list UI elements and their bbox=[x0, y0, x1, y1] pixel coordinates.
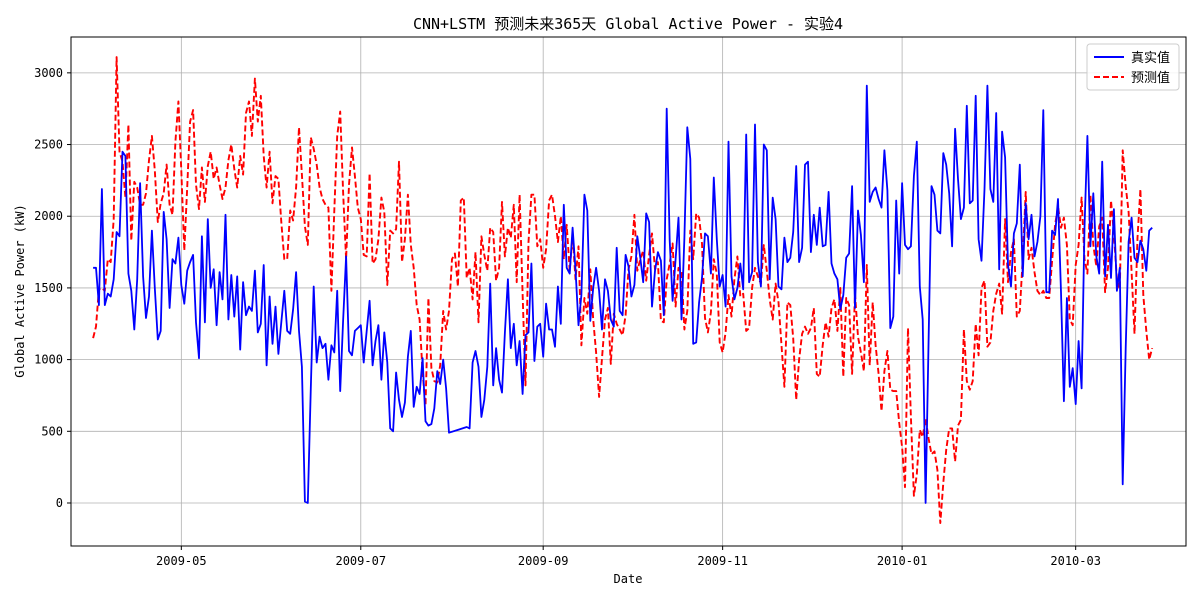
x-tick-label: 2009-11 bbox=[697, 554, 748, 568]
x-tick-label: 2009-09 bbox=[518, 554, 569, 568]
y-axis: 0 500 1000 1500 2000 2500 3000 bbox=[34, 66, 71, 510]
x-axis-label: Date bbox=[614, 572, 643, 586]
legend-box bbox=[1086, 43, 1180, 91]
x-tick-label: 2010-03 bbox=[1050, 554, 1101, 568]
legend-label-predicted: 预测值 bbox=[1131, 70, 1170, 86]
legend: 真实值 预测值 bbox=[1086, 43, 1180, 91]
series-line-predicted bbox=[92, 56, 1154, 525]
y-tick-label: 1500 bbox=[34, 281, 63, 295]
grid-lines bbox=[71, 37, 1186, 546]
x-tick-label: 2010-01 bbox=[877, 554, 928, 568]
y-tick-label: 2500 bbox=[34, 138, 63, 152]
y-tick-label: 2000 bbox=[34, 209, 63, 223]
series-line-actual bbox=[93, 84, 1153, 504]
y-tick-label: 0 bbox=[56, 496, 63, 510]
y-tick-label: 1000 bbox=[34, 353, 63, 367]
y-axis-label: Global Active Power (kW) bbox=[13, 204, 27, 377]
y-tick-label: 500 bbox=[41, 424, 63, 438]
x-tick-label: 2009-07 bbox=[335, 554, 386, 568]
x-tick-label: 2009-05 bbox=[156, 554, 207, 568]
legend-label-actual: 真实值 bbox=[1131, 50, 1170, 66]
chart-title: CNN+LSTM 预测未来365天 Global Active Power - … bbox=[413, 15, 843, 33]
plot-frame bbox=[70, 36, 1187, 547]
x-axis: 2009-05 2009-07 2009-09 2009-11 2010-01 2010-… bbox=[156, 546, 1101, 568]
y-tick-label: 3000 bbox=[34, 66, 63, 80]
series-layer bbox=[92, 56, 1154, 525]
